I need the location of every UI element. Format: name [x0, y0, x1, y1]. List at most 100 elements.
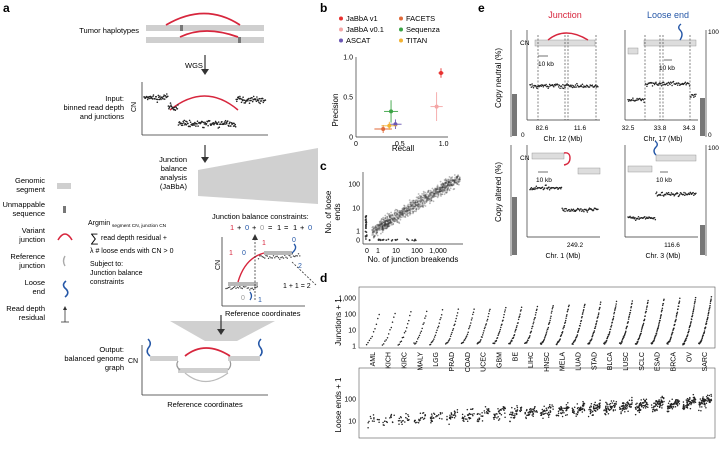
read-depth-point — [158, 98, 161, 101]
d-bottom-point — [710, 399, 713, 401]
c-point — [412, 208, 415, 211]
jabba-label-l3: analysis — [160, 173, 187, 182]
d-bottom-point — [615, 403, 618, 405]
c-point — [443, 190, 445, 193]
e-read-depth-point — [661, 191, 664, 194]
c-point — [420, 195, 422, 197]
e-read-depth-point — [565, 208, 568, 210]
read-depth-point — [279, 258, 281, 260]
c-point — [365, 215, 367, 218]
e-read-depth-point — [553, 86, 555, 88]
d-bottom-point — [631, 396, 633, 399]
d-bottom-point — [531, 414, 533, 416]
d-top-point — [615, 305, 617, 307]
c-point — [384, 222, 386, 225]
d-top-point — [609, 331, 611, 333]
d-bottom-point — [645, 398, 648, 401]
c-point — [399, 211, 402, 214]
panel-label-d: d — [320, 271, 327, 285]
e-bar-left-top — [512, 94, 517, 136]
c-point — [384, 220, 387, 222]
c-point — [414, 205, 416, 208]
legend-a: Genomic segment Unmappable sequence Vari… — [2, 176, 73, 323]
d-bottom-point — [370, 417, 372, 420]
e-read-depth-point — [688, 85, 691, 87]
c-point — [412, 207, 415, 210]
e-read-depth-point — [688, 192, 690, 194]
c-point — [430, 199, 433, 202]
c-point — [421, 202, 424, 205]
c-point — [445, 186, 447, 189]
c-point — [425, 199, 428, 201]
e-read-depth-point — [578, 209, 581, 212]
d-bottom-point — [441, 418, 443, 420]
c-point — [415, 204, 418, 207]
c-point — [435, 191, 438, 194]
c-point — [389, 220, 392, 223]
c-x-tick: 1 — [376, 248, 380, 255]
read-depth-point — [185, 123, 188, 126]
d-top-point — [398, 343, 401, 345]
e-read-depth-point — [580, 84, 582, 86]
e-read-depth-point — [582, 86, 584, 89]
c-point — [396, 216, 399, 219]
c-point — [376, 224, 378, 226]
d-bottom-point — [497, 407, 499, 410]
e-read-depth-point — [529, 84, 532, 86]
d-bottom-point — [693, 400, 696, 402]
c-point — [439, 190, 441, 193]
d-top-point — [516, 325, 518, 327]
c-point — [429, 197, 432, 200]
d-top-point — [393, 316, 395, 318]
c-point — [401, 208, 404, 211]
d-bottom-point — [653, 402, 655, 404]
read-depth-point — [240, 287, 242, 289]
d-bottom-point — [651, 410, 654, 413]
c-point — [442, 183, 445, 185]
c-point — [372, 228, 375, 231]
d-top-point — [399, 341, 402, 343]
d-bottom-point — [581, 408, 584, 411]
c-point — [400, 211, 402, 214]
d-top-point — [671, 331, 674, 334]
e-read-depth-point — [576, 84, 579, 87]
d-top-point — [621, 341, 623, 343]
read-depth-point — [259, 255, 261, 257]
c-point — [434, 191, 437, 194]
d-top-point — [582, 308, 585, 311]
d-top-frame — [358, 286, 716, 349]
d-top-point — [467, 331, 469, 333]
d-bottom-point — [627, 410, 629, 412]
c-point — [388, 219, 391, 222]
d-bottom-point — [532, 408, 535, 410]
c-point — [446, 184, 448, 187]
d-bottom-point — [528, 411, 530, 413]
c-point — [380, 232, 382, 235]
c-point — [387, 218, 389, 221]
d-bottom-point — [698, 409, 700, 412]
c-point — [423, 193, 426, 196]
c-point — [443, 189, 446, 192]
d-bottom-point — [634, 413, 637, 416]
d-bottom-point — [677, 400, 679, 403]
c-point — [443, 186, 446, 189]
c-point — [381, 224, 384, 227]
c-y-tick: 0 — [356, 238, 360, 245]
d-bottom-point — [610, 405, 613, 408]
b-legend-item: ASCAT — [339, 36, 371, 45]
d-bottom-point — [481, 411, 483, 414]
e-read-depth-point — [554, 84, 556, 87]
e-read-depth-point — [688, 193, 691, 196]
d-bottom-point — [511, 411, 514, 413]
e-read-depth-point — [636, 97, 638, 100]
c-point — [386, 218, 389, 221]
d-bottom-point — [413, 420, 416, 423]
c-point — [381, 225, 384, 228]
c-point — [386, 220, 389, 223]
d-bottom-point — [673, 402, 675, 405]
d-bottom-point — [646, 403, 649, 406]
c-point — [385, 227, 387, 230]
d-bottom-point — [676, 403, 679, 405]
d-top-point — [372, 331, 375, 333]
c-point — [449, 181, 451, 184]
